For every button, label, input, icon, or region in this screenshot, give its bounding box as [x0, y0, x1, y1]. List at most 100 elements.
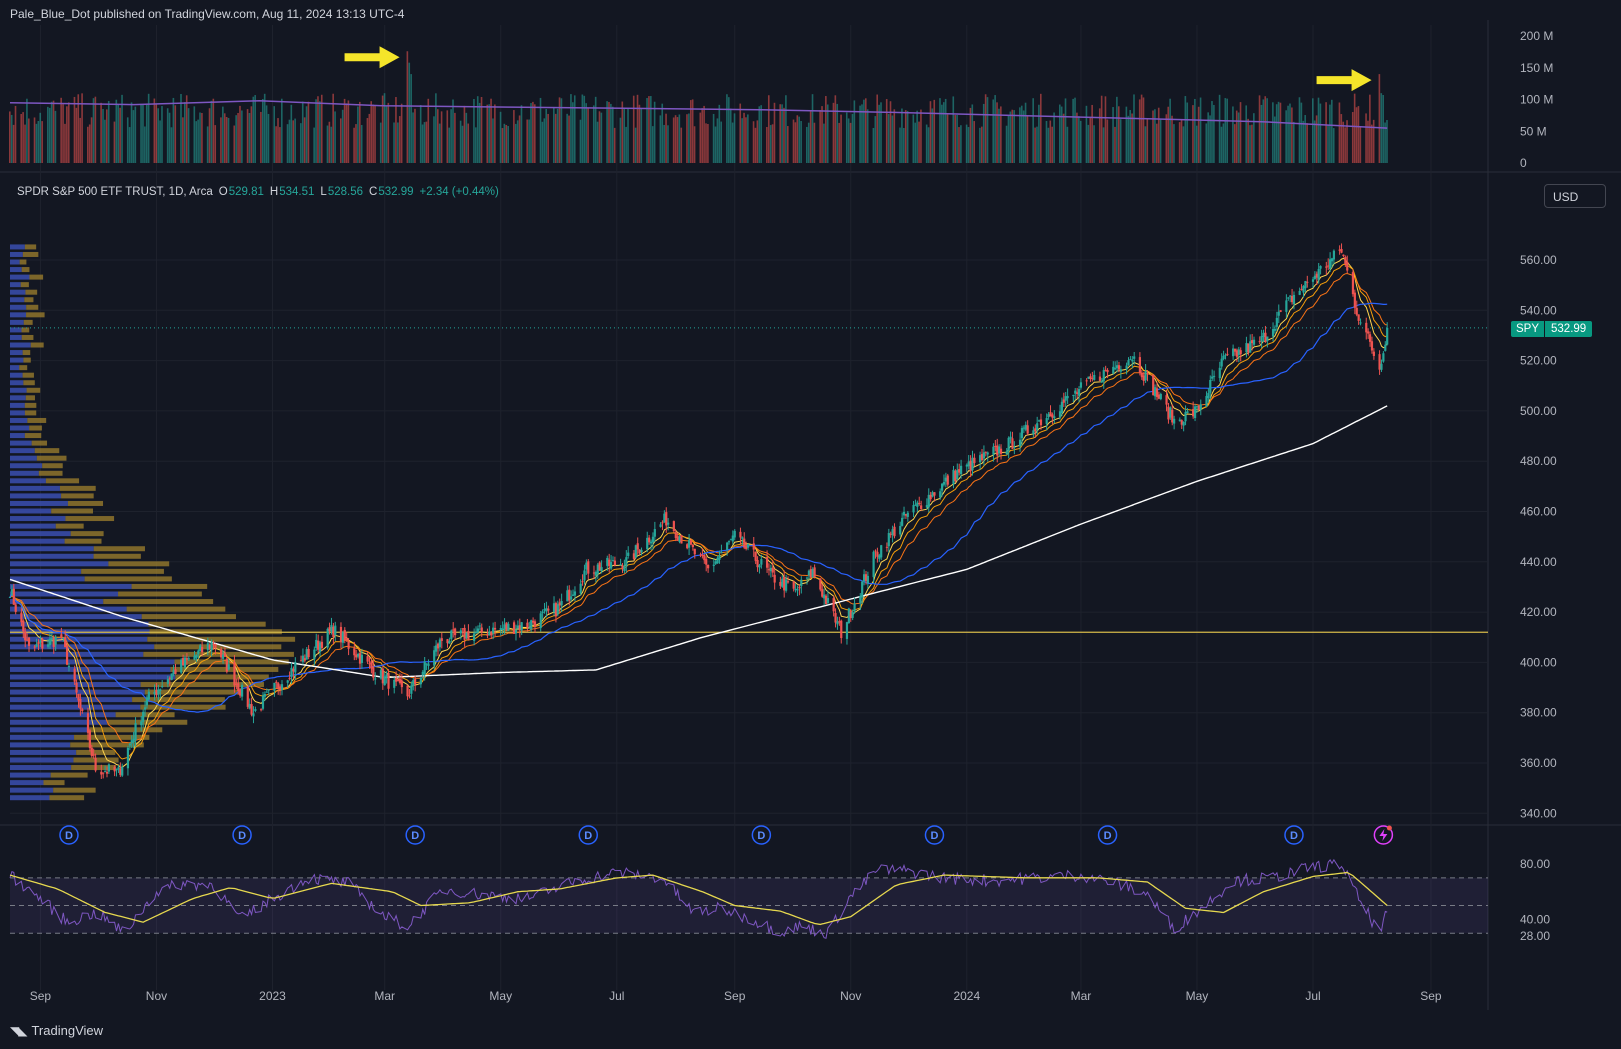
volume-bar	[353, 127, 355, 163]
candle	[1026, 425, 1029, 434]
volume-bar	[1369, 94, 1371, 163]
candle	[687, 540, 691, 548]
volume-profile-down-bar	[143, 651, 294, 657]
volume-bar	[1007, 115, 1010, 163]
candle	[1152, 374, 1155, 396]
candle	[448, 641, 451, 644]
volume-bar	[825, 96, 827, 163]
candle	[1273, 328, 1277, 331]
volume-bar	[1034, 127, 1036, 163]
candle	[904, 514, 908, 516]
candle	[568, 589, 571, 601]
price-tick-label: 420.00	[1520, 605, 1557, 619]
candle	[41, 638, 44, 649]
volume-profile-up-bar	[10, 251, 23, 257]
volume-bar	[408, 62, 411, 163]
candle	[1117, 365, 1121, 370]
candle	[1167, 406, 1170, 420]
candle	[20, 612, 23, 623]
volume-bar	[1300, 102, 1303, 163]
candle	[996, 445, 999, 456]
symbol-legend[interactable]: SPDR S&P 500 ETF TRUST, 1D, Arca O529.81…	[17, 186, 499, 198]
candle	[796, 589, 799, 591]
volume-bar	[941, 104, 943, 163]
price-tick-label: 400.00	[1520, 655, 1557, 669]
candle	[50, 637, 53, 640]
candle	[1252, 339, 1256, 345]
candle	[288, 677, 291, 680]
volume-bar	[277, 118, 279, 163]
volume-bar	[1224, 98, 1227, 163]
candle	[781, 578, 784, 587]
x-tick-label: May	[489, 989, 512, 1003]
volume-bar	[1289, 103, 1291, 163]
candle	[210, 642, 213, 651]
tradingview-brand[interactable]: ◥◣ TradingView	[10, 1023, 103, 1038]
volume-bar	[1182, 126, 1185, 163]
volume-bar	[339, 118, 342, 163]
volume-bar	[539, 97, 542, 163]
volume-bar	[859, 105, 861, 163]
volume-bar	[294, 118, 296, 163]
candle	[516, 625, 519, 629]
volume-bar	[425, 121, 428, 163]
candle	[1211, 376, 1214, 379]
candle	[1380, 363, 1383, 370]
volume-bar	[916, 110, 918, 163]
volume-bar	[210, 100, 213, 163]
candle	[1209, 379, 1212, 393]
volume-profile-up-bar	[10, 425, 30, 431]
volume-bar	[1186, 102, 1189, 163]
candle	[891, 529, 894, 536]
volume-bar	[889, 101, 892, 163]
volume-bar	[9, 111, 11, 163]
change-value: +2.34 (+0.44%)	[419, 186, 499, 198]
volume-bar	[691, 99, 694, 163]
volume-profile-down-bar	[148, 621, 266, 627]
candle	[729, 539, 733, 541]
candle	[1125, 365, 1128, 370]
candle	[758, 565, 761, 568]
volume-bar	[558, 97, 561, 163]
volume-bar	[67, 102, 70, 163]
volume-bar	[874, 116, 877, 163]
candle	[476, 628, 480, 633]
candle	[246, 686, 249, 707]
volume-bar	[984, 94, 987, 163]
volume-bar	[47, 106, 49, 163]
candle	[676, 536, 679, 541]
volume-profile-down-bar	[132, 697, 225, 703]
candle	[1382, 353, 1385, 362]
candle	[1193, 406, 1197, 418]
candle	[1351, 272, 1355, 295]
volume-bar	[366, 118, 369, 163]
symbol-title[interactable]: SPDR S&P 500 ETF TRUST, 1D, Arca	[17, 186, 213, 198]
candle	[332, 626, 335, 637]
volume-bar	[1091, 104, 1093, 163]
candle	[805, 577, 809, 579]
price-tick-label: 380.00	[1520, 706, 1557, 720]
candle	[461, 628, 464, 630]
volume-profile-down-bar	[154, 644, 282, 650]
candle	[486, 634, 489, 636]
price-tick-label: 440.00	[1520, 555, 1557, 569]
volume-bar	[1074, 97, 1076, 163]
candle	[1357, 314, 1360, 321]
volume-bar	[931, 108, 934, 163]
candle	[372, 666, 375, 678]
candle	[819, 578, 822, 590]
volume-bar	[672, 117, 675, 163]
volume-profile-down-bar	[51, 508, 94, 514]
currency-selector[interactable]: USD	[1544, 184, 1606, 208]
volume-bar	[1156, 123, 1158, 163]
candle	[518, 625, 521, 631]
candle	[765, 557, 769, 568]
volume-bar	[184, 102, 186, 163]
volume-bar	[501, 128, 504, 163]
volume-bar	[813, 122, 816, 163]
candle	[128, 743, 131, 746]
candle	[754, 551, 757, 561]
candle	[79, 698, 82, 709]
volume-bar	[1273, 116, 1276, 163]
